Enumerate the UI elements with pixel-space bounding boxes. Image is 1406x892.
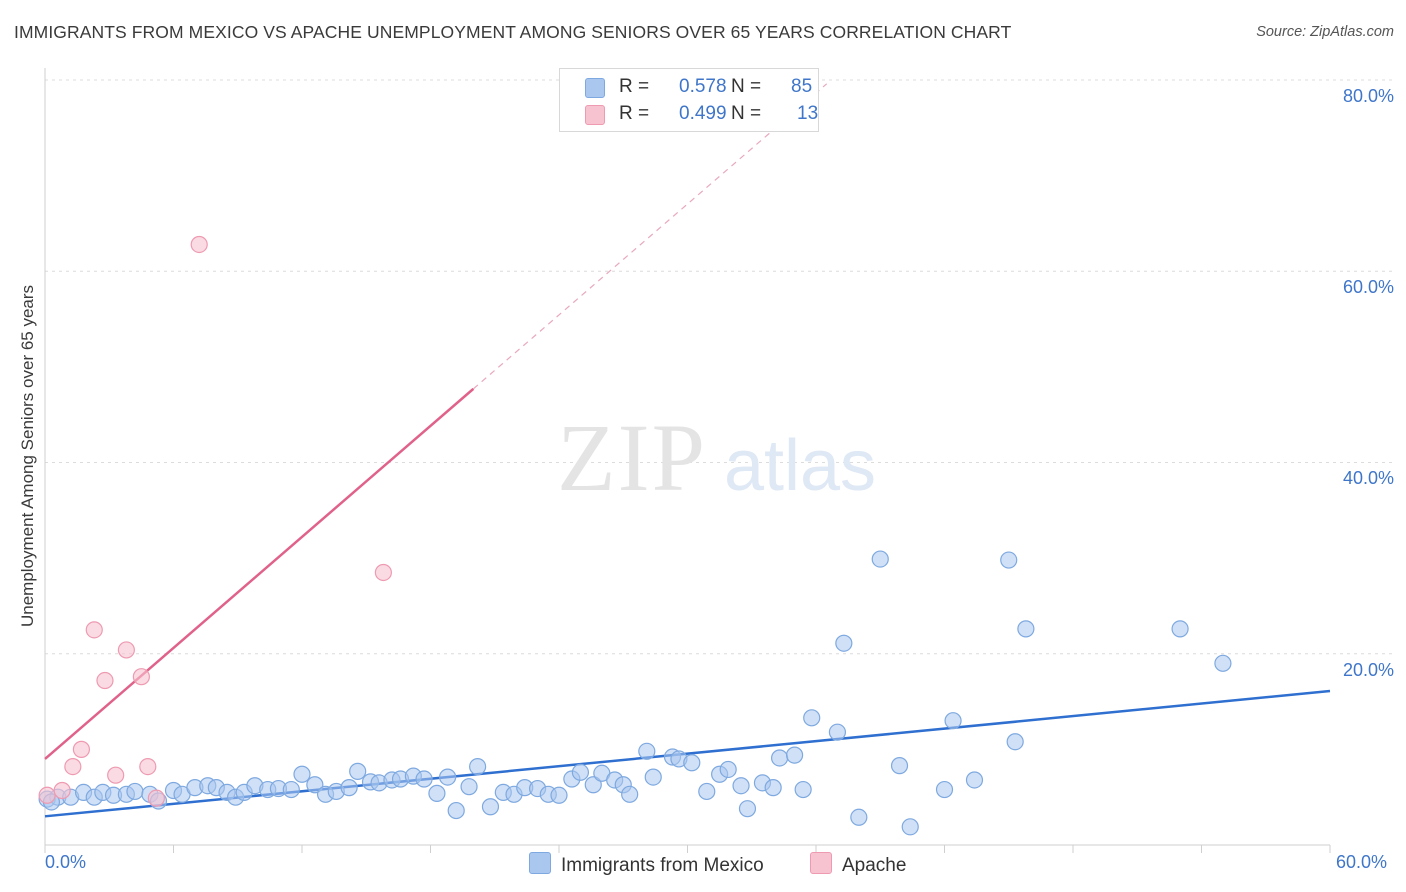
point-apache-9	[139, 757, 157, 776]
point-immigrants-69	[803, 709, 821, 727]
point-immigrants-38	[460, 778, 478, 796]
point-immigrants-76	[935, 780, 954, 799]
legend-r-value: 0.499	[679, 103, 727, 124]
point-immigrants-77	[944, 712, 962, 730]
series-apache	[38, 235, 392, 807]
bottom-legend-swatch-pink	[810, 852, 832, 874]
point-immigrants-36	[439, 768, 457, 786]
point-immigrants-8	[126, 782, 144, 801]
point-apache-3	[72, 740, 91, 758]
point-immigrants-63	[738, 800, 757, 818]
point-immigrants-49	[584, 776, 602, 794]
trend-extension-apache	[472, 83, 828, 390]
point-immigrants-68	[794, 780, 812, 799]
correlation-legend: R = 0.578 N = 85 R = 0.499 N = 13	[559, 68, 819, 132]
legend-n-label: N =	[731, 76, 762, 97]
legend-r-value: 0.578	[679, 76, 727, 97]
y-tick-label-60: 60.0%	[1342, 277, 1394, 297]
point-apache-2	[64, 757, 82, 776]
point-immigrants-70	[828, 723, 847, 741]
point-immigrants-40	[481, 798, 500, 816]
bottom-legend-label-immigrants: Immigrants from Mexico	[561, 855, 764, 876]
bottom-legend-label-apache: Apache	[842, 855, 907, 876]
legend-n-value: 13	[797, 103, 819, 124]
point-immigrants-65	[764, 779, 782, 797]
point-immigrants-24	[306, 776, 324, 794]
legend-n-label: N =	[731, 103, 762, 124]
point-immigrants-39	[469, 757, 487, 776]
source-label: Source: ZipAtlas.com	[1256, 24, 1394, 40]
point-immigrants-67	[785, 746, 804, 764]
point-apache-4	[85, 621, 103, 639]
legend-swatch-pink	[585, 105, 605, 125]
point-immigrants-46	[550, 786, 568, 804]
axes	[44, 68, 1331, 853]
point-apache-8	[132, 668, 150, 686]
trend-line-apache	[44, 387, 475, 760]
point-immigrants-48	[571, 763, 590, 781]
point-immigrants-37	[447, 801, 465, 820]
trend-line-immigrants	[44, 689, 1331, 818]
point-immigrants-34	[415, 770, 433, 788]
point-immigrants-55	[644, 768, 662, 786]
point-immigrants-61	[719, 760, 737, 779]
x-tick-label-60: 60.0%	[1336, 852, 1388, 872]
point-immigrants-59	[698, 782, 716, 801]
point-immigrants-80	[1006, 733, 1024, 751]
x-tick-label-0: 0.0%	[45, 852, 87, 872]
point-apache-6	[107, 766, 125, 784]
legend-swatch-blue	[585, 78, 605, 98]
point-immigrants-78	[965, 771, 984, 789]
grid-lines	[45, 79, 1392, 655]
point-immigrants-83	[1214, 654, 1232, 672]
point-immigrants-71	[835, 634, 853, 652]
point-immigrants-54	[638, 742, 656, 760]
point-immigrants-53	[621, 785, 639, 803]
watermark-atlas: atlas	[724, 426, 876, 506]
point-apache-11	[190, 235, 208, 254]
point-apache-12	[374, 563, 392, 582]
legend-r-label: R =	[619, 103, 650, 124]
point-immigrants-35	[428, 784, 446, 802]
point-immigrants-23	[293, 765, 311, 783]
point-immigrants-62	[732, 777, 750, 795]
trend-lines	[44, 83, 1331, 818]
bottom-legend-immigrants: Immigrants from Mexico	[529, 852, 764, 877]
point-immigrants-74	[890, 757, 909, 775]
point-immigrants-79	[1000, 551, 1018, 569]
point-apache-10	[147, 789, 165, 807]
point-apache-5	[96, 671, 114, 690]
point-immigrants-82	[1171, 620, 1189, 638]
point-immigrants-81	[1017, 620, 1035, 638]
point-immigrants-58	[683, 754, 701, 772]
y-tick-label-80: 80.0%	[1342, 86, 1394, 106]
watermark: ZIP atlas	[557, 404, 876, 511]
legend-n-value: 85	[791, 76, 813, 97]
point-apache-0	[38, 786, 56, 804]
point-apache-7	[117, 641, 135, 659]
chart-title: IMMIGRANTS FROM MEXICO VS APACHE UNEMPLO…	[14, 22, 1012, 42]
point-apache-1	[53, 781, 71, 800]
point-immigrants-66	[770, 749, 789, 767]
watermark-zip: ZIP	[557, 404, 707, 511]
point-immigrants-75	[901, 818, 919, 836]
point-immigrants-22	[282, 780, 300, 799]
point-immigrants-73	[871, 550, 889, 568]
series-immigrants-from-mexico	[38, 550, 1232, 836]
point-immigrants-72	[850, 808, 868, 826]
y-tick-label-20: 20.0%	[1342, 660, 1394, 680]
legend-r-label: R =	[619, 76, 650, 97]
bottom-legend-swatch-blue	[529, 852, 551, 874]
bottom-legend-apache: Apache	[810, 852, 906, 877]
point-immigrants-27	[340, 779, 358, 797]
point-immigrants-28	[349, 762, 367, 780]
y-tick-label-40: 40.0%	[1342, 468, 1394, 488]
